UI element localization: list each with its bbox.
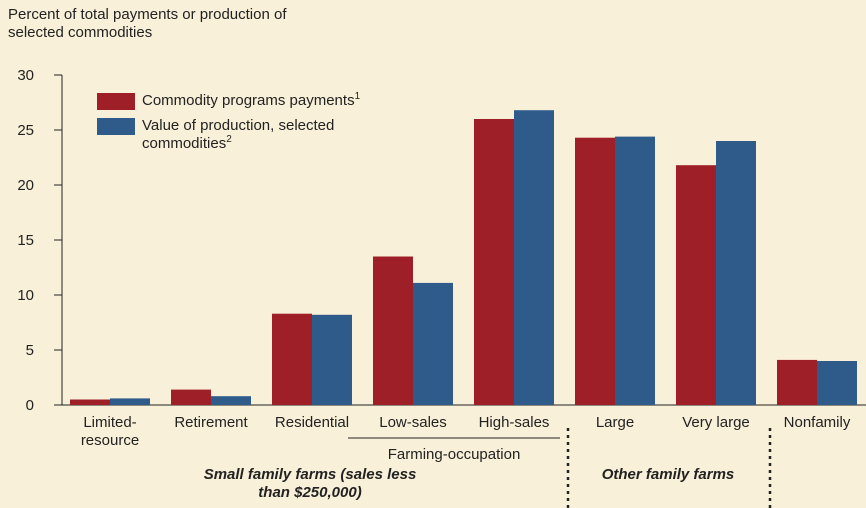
bar	[817, 361, 857, 405]
bar	[211, 396, 251, 405]
x-tick-label: Very large	[682, 414, 750, 431]
x-tick-label: Low-sales	[379, 414, 447, 431]
bar	[676, 165, 716, 405]
group-label: Farming-occupation	[387, 446, 521, 463]
bar	[474, 119, 514, 405]
y-axis-title: Percent of total payments or production …	[8, 6, 287, 41]
y-tick-label: 20	[17, 177, 34, 194]
x-tick-label: Residential	[274, 414, 350, 431]
bar	[272, 313, 312, 405]
y-tick-label: 15	[17, 232, 34, 249]
legend-note: 1	[354, 91, 361, 102]
y-tick-label: 30	[17, 67, 34, 84]
y-tick-label: 10	[17, 287, 34, 304]
bar	[373, 256, 413, 405]
x-tick-label: High-sales	[478, 414, 550, 431]
bar	[171, 389, 211, 405]
bar	[110, 398, 150, 405]
bar	[615, 136, 655, 405]
group-label: Small family farms (sales less than $250…	[203, 466, 417, 501]
bar	[777, 359, 817, 405]
legend-name: Value of production, selected commoditie…	[142, 117, 335, 152]
legend-name: Commodity programs payments	[142, 92, 355, 109]
legend-note: 2	[226, 134, 232, 145]
bar	[413, 282, 453, 405]
y-tick-label: 5	[26, 342, 34, 359]
bar	[575, 137, 615, 405]
x-tick-label: Limited-resource	[80, 414, 140, 449]
bar	[716, 141, 756, 405]
bar	[70, 399, 110, 405]
legend-label: Value of production, selected commoditie…	[142, 117, 372, 153]
bar	[514, 110, 554, 405]
group-label: Other family farms	[601, 466, 735, 483]
x-tick-label: Retirement	[174, 414, 248, 431]
legend-swatch	[97, 118, 135, 135]
y-tick-label: 25	[17, 122, 34, 139]
bar	[312, 314, 352, 405]
legend-swatch	[97, 93, 135, 110]
x-tick-label: Nonfamily	[783, 414, 851, 431]
legend-label: Commodity programs payments1	[142, 92, 372, 110]
y-tick-label: 0	[26, 397, 34, 414]
x-tick-label: Large	[595, 414, 635, 431]
